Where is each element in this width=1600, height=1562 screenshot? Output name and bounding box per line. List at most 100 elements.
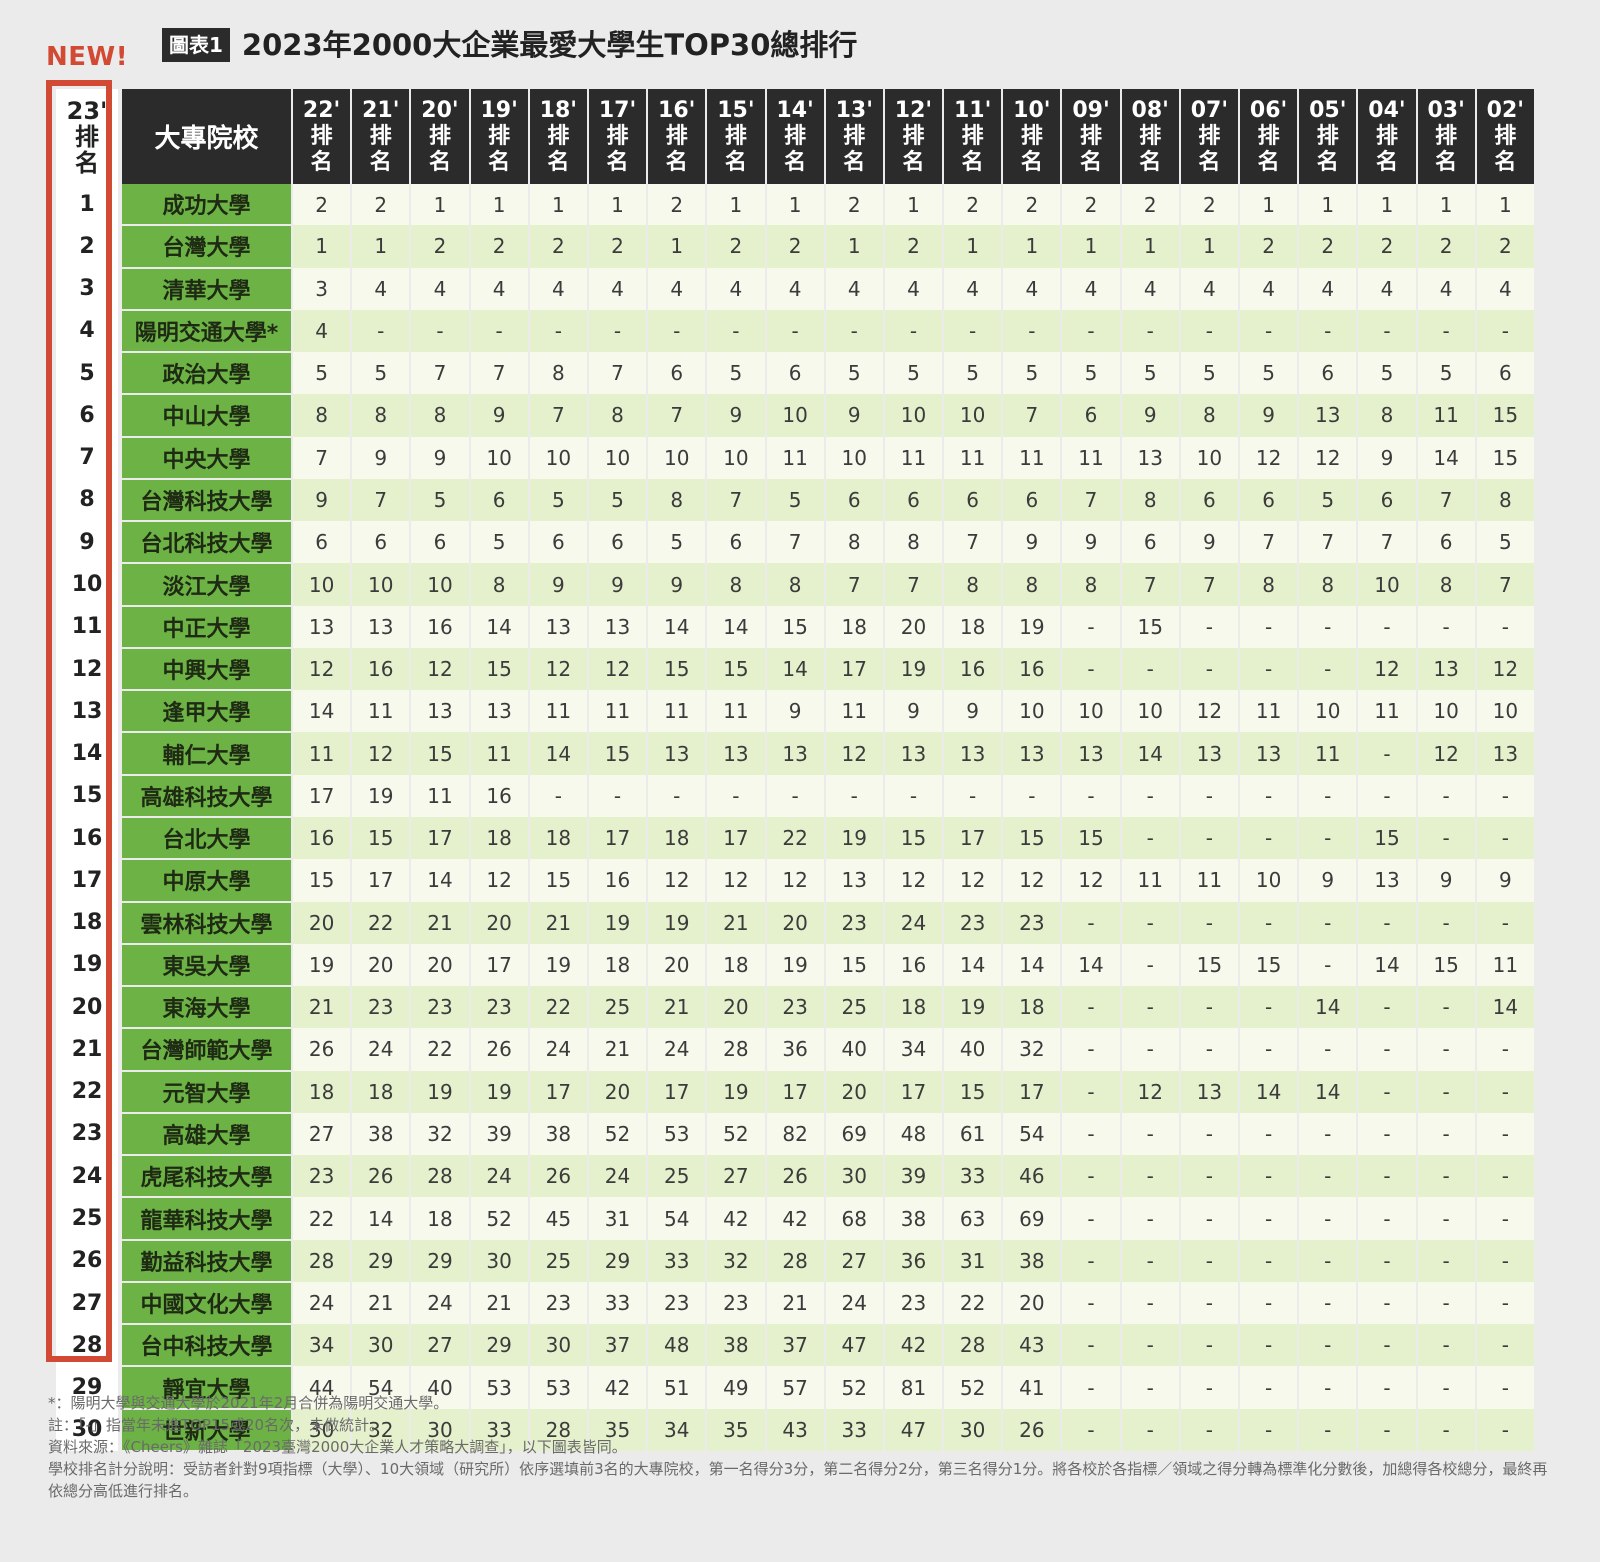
rank-value-cell: - [1239,774,1300,817]
rank-value-cell: 12 [1475,647,1536,691]
rank-value-cell: 11 [1002,436,1063,479]
rank-value-cell: 19 [587,901,649,944]
rank-value-cell: 68 [824,1197,885,1240]
header-year-label: 08' [1131,97,1169,123]
rank-value-cell: 1 [1357,184,1418,226]
rank-value-cell: 11 [292,732,353,775]
header-year-9: 13' 排名 [824,89,885,184]
rank-value-cell: 15 [1416,943,1477,987]
rank-value-cell: 11 [528,690,589,733]
rank-value-cell: - [1179,1281,1241,1325]
rank-value-cell: - [1416,774,1477,817]
rank-value-cell: 11 [1239,690,1300,733]
rank-value-cell: 42 [706,1197,767,1240]
rank-value-cell: 19 [1002,605,1063,648]
school-name-cell: 元智大學 [120,1070,293,1114]
rank-value-cell: 15 [1061,816,1122,860]
rank-value-cell: 34 [883,1028,945,1071]
rank-value-cell: 45 [528,1197,589,1240]
rank-value-cell: - [1120,943,1181,987]
rank-value-cell: 15 [292,859,353,902]
rank-value-cell: 24 [824,1281,885,1325]
rank-value-cell: - [1179,605,1241,648]
rank-value-cell: 6 [883,478,945,522]
rank-value-cell: 12 [1061,859,1122,902]
header-year-label: 12' [894,97,933,123]
rank-value-cell: 1 [528,184,589,226]
rank-value-cell: 4 [1061,267,1122,310]
rank-value-cell: 13 [943,732,1004,775]
rank-value-cell: 38 [706,1324,767,1367]
rank-value-cell: 17 [706,816,767,860]
rank-value-cell: 10 [1475,690,1536,733]
rank-value-cell: 16 [292,816,353,860]
rank-value-cell: 19 [706,1070,767,1113]
rank-value-cell: 11 [410,774,471,817]
rank-value-cell: 10 [765,394,826,437]
rank-value-cell: 17 [528,1070,589,1113]
school-name-cell: 政治大學 [120,352,293,396]
rank-value-cell: 14 [647,605,708,648]
rank-value-cell: 21 [587,1028,649,1071]
rank-value-cell: 30 [351,1324,412,1367]
rank-value-cell: 11 [943,436,1004,479]
rank-value-cell: 5 [351,352,412,395]
rank-value-cell: 2 [410,225,471,268]
rank-value-cell: 2 [292,184,353,226]
table-row: 21 台灣師範大學 26 24 22 26 24 21 24 28 36 40 34 40 32- - - - - -… [56,1028,1536,1072]
rank-value-cell: 12 [292,647,353,691]
rank-value-cell: 8 [1298,563,1359,606]
rank-value-cell: 5 [292,352,353,395]
rank-value-cell: 10 [292,563,353,606]
rank-value-cell: 11 [1475,943,1536,987]
rank-value-cell: - [1298,647,1359,691]
rank-value-cell: 2 [528,225,589,268]
rank-value-cell: 9 [824,394,885,437]
rank-value-cell: 16 [351,647,412,691]
rank-value-cell: 6 [1239,478,1300,522]
rank-value-cell: 81 [883,1366,945,1409]
rank-value-cell: 1 [824,225,885,268]
rank-value-cell: 3 [292,267,353,310]
rank-value-cell: 24 [351,1028,412,1071]
header-year-char-2: 名 [1257,149,1280,175]
rank-value-cell: 13 [1002,732,1063,775]
header-year-11: 11' 排名 [943,89,1004,184]
rank-value-cell: 9 [1179,521,1241,564]
rank-value-cell: - [1298,816,1359,860]
rank-value-cell: - [765,774,826,817]
rank-value-cell: 24 [469,1155,530,1198]
rank-value-cell: 12 [765,859,826,902]
rank-value-cell: - [1120,1281,1181,1325]
rank-value-cell: 14 [1120,732,1181,775]
header-year-char-2: 名 [843,149,866,175]
header-year-12: 10' 排名 [1002,89,1063,184]
rank-value-cell: - [1239,1239,1300,1282]
rank-value-cell: 12 [1239,436,1300,479]
rank-value-cell: 1 [1002,225,1063,268]
rank-value-cell: 10 [528,436,589,479]
rank-value-cell: - [1416,1366,1477,1409]
rank-value-cell: 8 [1239,563,1300,606]
rank-value-cell: 10 [706,436,767,479]
header-year-label: 22' [302,97,341,123]
table-row: 27 中國文化大學 24 21 24 21 23 33 23 23 21 24 23 22 20- - - - - -… [56,1281,1536,1326]
rank-value-cell: 9 [1120,394,1181,437]
rank-value-cell: 10 [1239,859,1300,902]
rank-value-cell: - [1298,309,1359,353]
rank-value-cell: 23 [824,901,885,944]
header-year-label: 07' [1190,97,1229,123]
rank-value-cell: 13 [1061,732,1122,775]
rank-value-cell: 8 [1061,563,1122,606]
rank-value-cell: - [1061,1070,1122,1113]
rank-value-cell: 38 [351,1112,412,1156]
rank-value-cell: 8 [943,563,1004,606]
header-year-char-1: 排 [606,123,629,149]
school-name-cell: 台北科技大學 [120,521,293,565]
rank-value-cell: 20 [292,901,353,944]
school-name-cell: 靜宜大學 [120,1366,293,1410]
rank-value-cell: 10 [1298,690,1359,733]
rank-value-cell: 17 [1002,1070,1063,1113]
rank-value-cell: 38 [1002,1239,1063,1282]
rank-value-cell: 7 [1061,478,1122,522]
